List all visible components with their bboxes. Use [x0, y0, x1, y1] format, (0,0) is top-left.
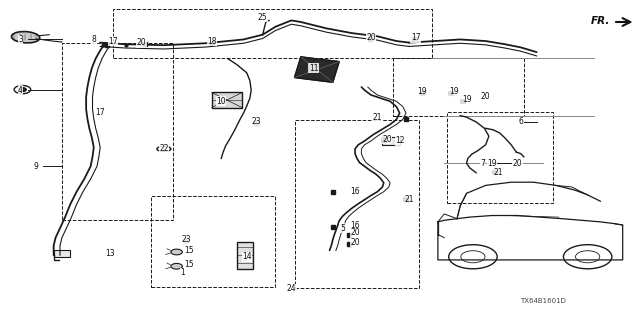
- Polygon shape: [294, 57, 339, 82]
- Ellipse shape: [171, 249, 182, 255]
- Text: 9: 9: [34, 162, 39, 171]
- Text: 1: 1: [180, 268, 186, 277]
- Text: 16: 16: [350, 220, 360, 229]
- Text: 25: 25: [258, 13, 268, 22]
- Text: 15: 15: [184, 246, 194, 255]
- Bar: [54, 250, 70, 257]
- Text: 20: 20: [350, 228, 360, 237]
- Text: 20: 20: [137, 38, 147, 47]
- Text: 15: 15: [184, 260, 194, 269]
- Text: 19: 19: [417, 87, 427, 96]
- Text: 23: 23: [181, 235, 191, 244]
- Text: 19: 19: [449, 87, 459, 96]
- Text: 16: 16: [350, 187, 360, 196]
- Text: 17: 17: [108, 36, 118, 45]
- Bar: [447, 112, 552, 203]
- Text: 20: 20: [350, 238, 360, 247]
- Text: 12: 12: [395, 136, 404, 146]
- Bar: [212, 92, 243, 108]
- Text: 18: 18: [207, 36, 216, 45]
- Text: 21: 21: [372, 113, 382, 122]
- Text: 5: 5: [340, 224, 345, 233]
- Text: 6: 6: [518, 117, 523, 126]
- Text: FR.: FR.: [591, 16, 610, 26]
- Text: 4: 4: [18, 86, 23, 95]
- Text: 22: 22: [159, 144, 168, 153]
- Bar: [113, 9, 431, 59]
- Text: 10: 10: [216, 97, 226, 106]
- Text: 23: 23: [252, 117, 261, 126]
- Text: 8: 8: [92, 35, 96, 44]
- Text: 20: 20: [513, 159, 522, 168]
- Text: 24: 24: [287, 284, 296, 293]
- Ellipse shape: [12, 32, 40, 43]
- Bar: [237, 243, 253, 269]
- Text: 13: 13: [105, 249, 115, 258]
- Circle shape: [19, 88, 26, 92]
- Bar: [382, 137, 399, 145]
- Text: 3: 3: [18, 35, 23, 44]
- Text: 7: 7: [480, 159, 485, 168]
- Text: 20: 20: [481, 92, 490, 101]
- Text: 20: 20: [366, 33, 376, 42]
- Text: 21: 21: [404, 195, 414, 204]
- Text: 14: 14: [242, 252, 252, 261]
- Text: 21: 21: [493, 168, 503, 177]
- Bar: [394, 59, 524, 116]
- Text: 11: 11: [309, 63, 318, 73]
- Bar: [62, 43, 173, 220]
- Text: TX64B1601D: TX64B1601D: [520, 298, 566, 304]
- Text: 20: 20: [382, 135, 392, 144]
- Text: 17: 17: [95, 108, 105, 117]
- Text: 19: 19: [461, 95, 472, 104]
- Bar: [151, 196, 275, 287]
- Ellipse shape: [171, 263, 182, 269]
- Text: 17: 17: [411, 33, 420, 42]
- Bar: [294, 120, 419, 288]
- Text: 19: 19: [487, 159, 497, 168]
